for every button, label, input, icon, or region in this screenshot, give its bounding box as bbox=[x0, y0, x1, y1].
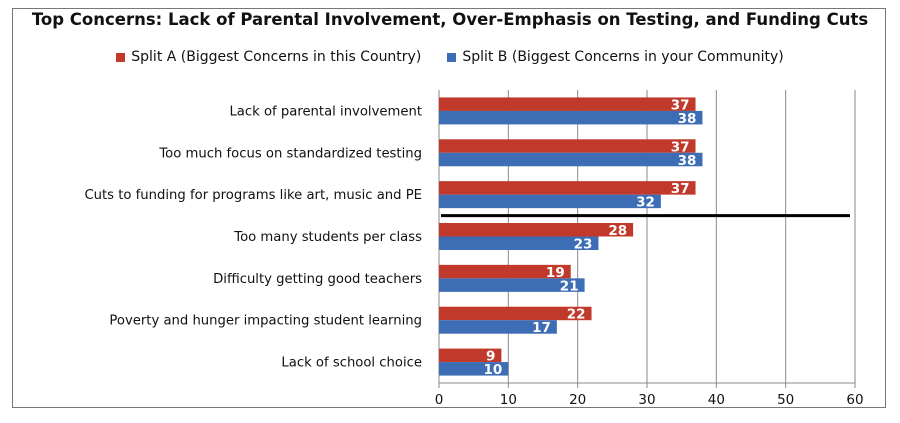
bar-split-a-lack-of-parental-involvement bbox=[439, 97, 696, 111]
x-tick-label-0: 0 bbox=[435, 392, 444, 408]
value-label-split-a-poverty-and-hunger-impacting-student-learning: 22 bbox=[567, 307, 586, 323]
legend-label-split-a: Split A (Biggest Concerns in this Countr… bbox=[131, 49, 422, 65]
chart-title: Top Concerns: Lack of Parental Involveme… bbox=[31, 10, 869, 29]
value-label-split-b-difficulty-getting-good-teachers: 21 bbox=[560, 278, 579, 294]
bar-split-a-poverty-and-hunger-impacting-student-learning bbox=[439, 306, 592, 321]
bar-split-a-cuts-to-funding-for-programs-like-art-music-and-pe bbox=[439, 181, 696, 195]
value-label-split-b-lack-of-school-choice: 10 bbox=[484, 362, 503, 378]
value-label-split-a-too-much-focus-on-standardized-testing: 37 bbox=[671, 139, 690, 155]
value-label-split-b-cuts-to-funding-for-programs-like-art-music-and-pe: 32 bbox=[636, 195, 655, 211]
bar-split-b-lack-of-parental-involvement bbox=[439, 110, 703, 125]
category-label-cuts-to-funding-for-programs-like-art-music-and-pe: Cuts to funding for programs like art, m… bbox=[84, 188, 422, 203]
bar-split-b-too-many-students-per-class bbox=[439, 236, 599, 250]
x-tick-label-10: 10 bbox=[500, 392, 517, 408]
bar-split-b-too-much-focus-on-standardized-testing bbox=[439, 152, 703, 167]
legend-item-split-b: Split B (Biggest Concerns in your Commun… bbox=[447, 49, 784, 65]
x-tick-label-60: 60 bbox=[846, 392, 863, 408]
x-tick-label-40: 40 bbox=[708, 392, 725, 408]
bar-split-b-lack-of-school-choice bbox=[439, 362, 509, 376]
x-tick-label-50: 50 bbox=[777, 392, 794, 408]
bar-split-b-cuts-to-funding-for-programs-like-art-music-and-pe bbox=[439, 194, 661, 209]
legend-swatch-split-a bbox=[116, 52, 126, 62]
bar-split-b-poverty-and-hunger-impacting-student-learning bbox=[439, 320, 557, 334]
legend-label-split-b: Split B (Biggest Concerns in your Commun… bbox=[462, 49, 784, 65]
category-label-lack-of-school-choice: Lack of school choice bbox=[281, 356, 422, 371]
value-label-split-b-too-much-focus-on-standardized-testing: 38 bbox=[678, 153, 697, 169]
category-label-too-many-students-per-class: Too many students per class bbox=[233, 230, 422, 245]
value-label-split-a-difficulty-getting-good-teachers: 19 bbox=[546, 265, 565, 281]
value-label-split-a-too-many-students-per-class: 28 bbox=[608, 223, 627, 239]
bar-split-a-difficulty-getting-good-teachers bbox=[439, 264, 571, 279]
category-label-lack-of-parental-involvement: Lack of parental involvement bbox=[229, 104, 422, 119]
x-tick-label-20: 20 bbox=[569, 392, 586, 408]
legend-item-split-a: Split A (Biggest Concerns in this Countr… bbox=[116, 49, 421, 65]
bar-split-a-too-much-focus-on-standardized-testing bbox=[439, 139, 696, 153]
category-label-too-much-focus-on-standardized-testing: Too much focus on standardized testing bbox=[158, 146, 422, 161]
bar-split-a-lack-of-school-choice bbox=[439, 348, 502, 363]
value-label-split-b-lack-of-parental-involvement: 38 bbox=[678, 111, 697, 127]
value-label-split-b-poverty-and-hunger-impacting-student-learning: 17 bbox=[532, 320, 551, 336]
chart-legend: Split A (Biggest Concerns in this Countr… bbox=[0, 47, 900, 67]
category-label-poverty-and-hunger-impacting-student-learning: Poverty and hunger impacting student lea… bbox=[109, 314, 422, 329]
value-label-split-a-lack-of-parental-involvement: 37 bbox=[671, 97, 690, 113]
category-label-difficulty-getting-good-teachers: Difficulty getting good teachers bbox=[213, 272, 422, 287]
bar-split-b-difficulty-getting-good-teachers bbox=[439, 278, 585, 292]
value-label-split-b-too-many-students-per-class: 23 bbox=[574, 237, 593, 253]
x-tick-label-30: 30 bbox=[638, 392, 655, 408]
value-label-split-a-lack-of-school-choice: 9 bbox=[486, 349, 495, 365]
bar-split-a-too-many-students-per-class bbox=[439, 223, 634, 237]
value-label-split-a-cuts-to-funding-for-programs-like-art-music-and-pe: 37 bbox=[671, 181, 690, 197]
legend-swatch-split-b bbox=[447, 52, 457, 62]
